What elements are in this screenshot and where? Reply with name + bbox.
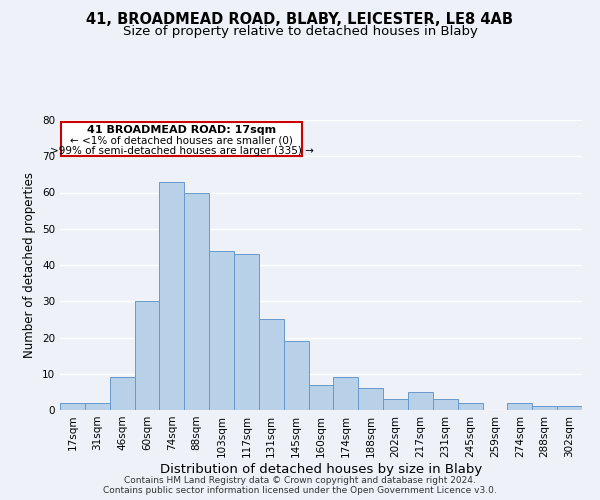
Text: ← <1% of detached houses are smaller (0): ← <1% of detached houses are smaller (0) [70, 135, 293, 145]
Text: Contains HM Land Registry data © Crown copyright and database right 2024.: Contains HM Land Registry data © Crown c… [124, 476, 476, 485]
Text: >99% of semi-detached houses are larger (335) →: >99% of semi-detached houses are larger … [50, 146, 314, 156]
Bar [184, 192, 209, 410]
Bar [433, 399, 458, 410]
Text: 41, BROADMEAD ROAD, BLABY, LEICESTER, LE8 4AB: 41, BROADMEAD ROAD, BLABY, LEICESTER, LE… [86, 12, 514, 28]
Bar [209, 250, 234, 410]
Bar [134, 301, 160, 410]
Text: 41 BROADMEAD ROAD: 17sqm: 41 BROADMEAD ROAD: 17sqm [87, 125, 276, 135]
Bar [557, 406, 582, 410]
FancyBboxPatch shape [61, 122, 302, 156]
Text: Size of property relative to detached houses in Blaby: Size of property relative to detached ho… [122, 25, 478, 38]
X-axis label: Distribution of detached houses by size in Blaby: Distribution of detached houses by size … [160, 462, 482, 475]
Bar [508, 403, 532, 410]
Text: Contains public sector information licensed under the Open Government Licence v3: Contains public sector information licen… [103, 486, 497, 495]
Bar [334, 378, 358, 410]
Bar [259, 320, 284, 410]
Bar [458, 403, 482, 410]
Bar [308, 384, 334, 410]
Bar [160, 182, 184, 410]
Bar [110, 378, 134, 410]
Bar [85, 403, 110, 410]
Bar [234, 254, 259, 410]
Bar [60, 403, 85, 410]
Bar [284, 341, 308, 410]
Bar [532, 406, 557, 410]
Bar [383, 399, 408, 410]
Bar [358, 388, 383, 410]
Y-axis label: Number of detached properties: Number of detached properties [23, 172, 37, 358]
Bar [408, 392, 433, 410]
